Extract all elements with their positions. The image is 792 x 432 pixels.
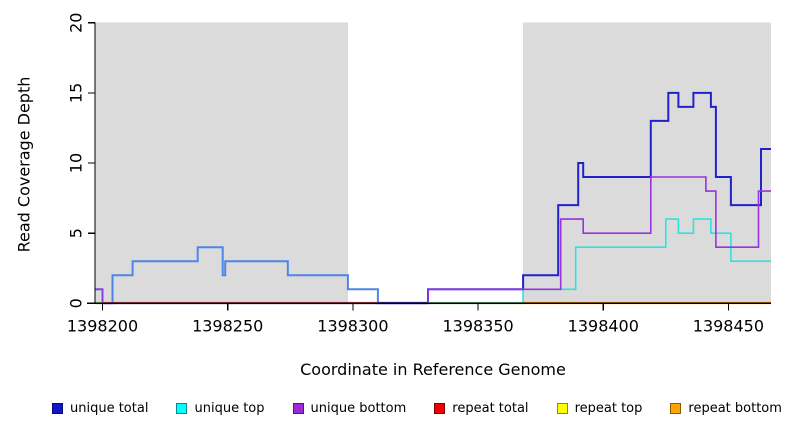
series-unique-total <box>95 246 428 305</box>
y-axis-title: Read Coverage Depth <box>14 76 34 253</box>
legend-swatch-icon <box>176 402 188 414</box>
x-tick-label: 1398400 <box>568 316 639 335</box>
legend-swatch-icon <box>52 402 63 414</box>
x-tick-label: 1398250 <box>192 316 263 335</box>
legend-swatch-icon <box>434 402 446 414</box>
x-tick-label: 1398350 <box>442 316 513 335</box>
legend-item-repeat-bottom: repeat bottom <box>670 401 782 416</box>
legend-label: unique bottom <box>310 400 407 416</box>
series-unique-total <box>427 91 771 304</box>
y-tick-label: 5 <box>67 228 86 238</box>
shaded-region <box>523 22 771 304</box>
x-tick-label: 1398300 <box>317 316 388 335</box>
legend-swatch-icon <box>556 402 568 414</box>
legend-swatch-icon <box>670 402 682 414</box>
legend-item-repeat-top: repeat top <box>556 400 643 416</box>
shaded-region <box>95 22 348 304</box>
legend-label: unique total <box>70 400 149 416</box>
legend-swatch-icon <box>292 402 304 414</box>
legend-label: repeat total <box>452 400 529 416</box>
y-tick-label: 20 <box>67 13 86 33</box>
legend-label: unique top <box>194 400 265 416</box>
legend-item-repeat-total: repeat total <box>434 400 529 416</box>
x-tick-label: 1398200 <box>67 316 138 335</box>
plot-legend: unique total unique top unique bottom repea… <box>52 397 782 419</box>
y-tick-label: 0 <box>67 298 86 308</box>
legend-item-unique-top: unique top <box>176 400 265 416</box>
x-tick-label: 1398450 <box>693 316 764 335</box>
legend-label: repeat top <box>574 400 643 416</box>
y-tick-label: 10 <box>67 153 86 173</box>
legend-label: repeat bottom <box>688 400 782 416</box>
legend-item-unique-bottom: unique bottom <box>292 400 407 416</box>
legend-item-unique-total: unique total <box>52 401 148 416</box>
y-tick-label: 15 <box>67 83 86 103</box>
x-axis-title: Coordinate in Reference Genome <box>300 360 566 379</box>
